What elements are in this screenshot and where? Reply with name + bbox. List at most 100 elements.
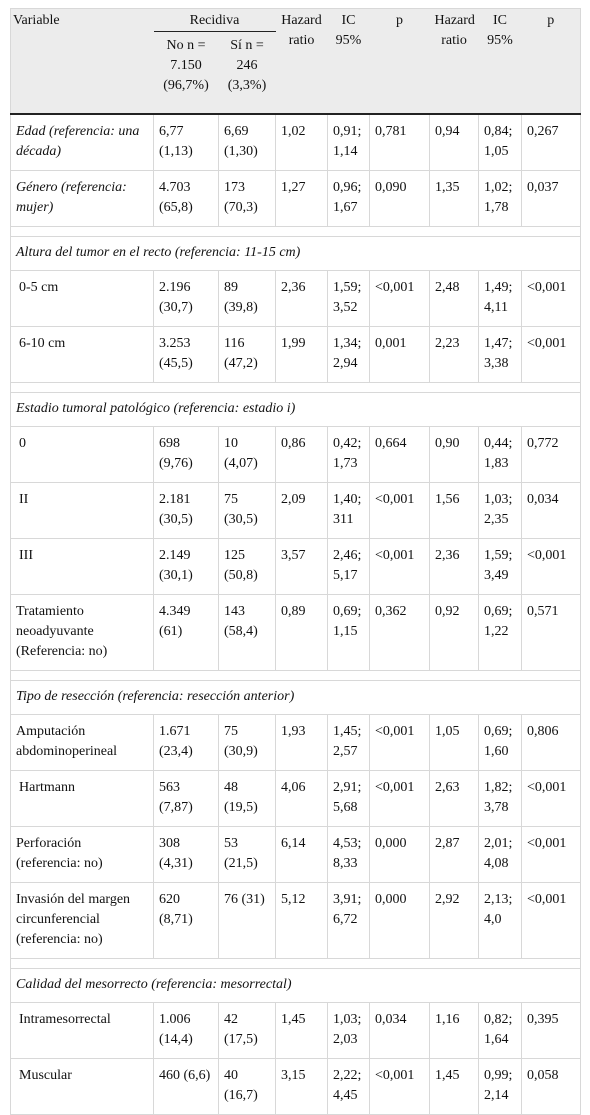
cell-si-count: 76 (31): [218, 882, 277, 959]
header-p-1: p: [369, 8, 430, 115]
table-row: Género (referencia: mujer) 4.703 (65,8) 17…: [10, 170, 581, 227]
section-header-row: Estadio tumoral patológico (referencia: …: [10, 392, 581, 427]
cell-p-value-2: 0,772: [521, 426, 581, 483]
table-row: 0 698 (9,76) 10 (4,07) 0,86 0,42; 1,73 0,664 0…: [10, 426, 581, 483]
cell-p-value-2: 0,806: [521, 714, 581, 771]
table-row: Edad (referencia: una década) 6,77 (1,13)…: [10, 113, 581, 171]
cell-si-count: 48 (19,5): [218, 770, 277, 827]
cell-hazard-ratio-1: 2,09: [275, 482, 329, 539]
cell-variable: 6-10 cm: [10, 326, 154, 383]
table-row: Hartmann 563 (7,87) 48 (19,5) 4,06 2,91; 5,6…: [10, 770, 581, 827]
header-variable: Variable: [10, 8, 154, 115]
cell-ic95-2: 0,82; 1,64: [478, 1002, 523, 1059]
cell-ic95-1: 1,03; 2,03: [327, 1002, 371, 1059]
cell-ic95-2: 2,13; 4,0: [478, 882, 523, 959]
cell-ic95-2: 0,69; 1,22: [478, 594, 523, 671]
cell-no-count: 1.006 (14,4): [153, 1002, 219, 1059]
section-header-row: Tipo de resección (referencia: resección…: [10, 680, 581, 715]
cell-p-value-2: 0,037: [521, 170, 581, 227]
cell-si-count: 116 (47,2): [218, 326, 277, 383]
cell-si-count: 40 (16,7): [218, 1058, 277, 1115]
cell-ic95-1: 0,96; 1,67: [327, 170, 371, 227]
cell-no-count: 4.703 (65,8): [153, 170, 219, 227]
cell-hazard-ratio-2: 1,05: [429, 714, 480, 771]
cell-p-value-1: 0,090: [369, 170, 431, 227]
cell-ic95-1: 2,46; 5,17: [327, 538, 371, 595]
cell-p-value-1: 0,000: [369, 882, 431, 959]
table-body: Edad (referencia: una década) 6,77 (1,13)…: [10, 113, 581, 1115]
cell-no-count: 2.181 (30,5): [153, 482, 219, 539]
section-header-row: Altura del tumor en el recto (referencia…: [10, 236, 581, 271]
cell-hazard-ratio-2: 0,94: [429, 113, 480, 171]
header-no-group: No n = 7.150 (96,7%): [153, 31, 219, 115]
cell-hazard-ratio-1: 5,12: [275, 882, 329, 959]
cell-p-value-1: 0,362: [369, 594, 431, 671]
table-row: 0-5 cm 2.196 (30,7) 89 (39,8) 2,36 1,59; 3,5…: [10, 270, 581, 327]
section-title: Tipo de resección (referencia: resección…: [10, 680, 581, 715]
cell-p-value-2: <0,001: [521, 270, 581, 327]
cell-no-count: 2.149 (30,1): [153, 538, 219, 595]
cell-si-count: 53 (21,5): [218, 826, 277, 883]
header-recidiva: Recidiva: [153, 8, 276, 32]
cell-no-count: 563 (7,87): [153, 770, 219, 827]
header-ic95-1: IC 95%: [327, 8, 370, 115]
cell-hazard-ratio-1: 1,99: [275, 326, 329, 383]
table-row: III 2.149 (30,1) 125 (50,8) 3,57 2,46; 5,17 <…: [10, 538, 581, 595]
cell-p-value-1: 0,664: [369, 426, 431, 483]
cell-ic95-1: 1,34; 2,94: [327, 326, 371, 383]
cell-variable: 0: [10, 426, 154, 483]
cell-p-value-1: <0,001: [369, 714, 431, 771]
cell-hazard-ratio-2: 2,92: [429, 882, 480, 959]
header-hazard-ratio-1: Hazard ratio: [275, 8, 328, 115]
cell-ic95-2: 0,69; 1,60: [478, 714, 523, 771]
table-row: II 2.181 (30,5) 75 (30,5) 2,09 1,40; 311 <0,0…: [10, 482, 581, 539]
header-p-2: p: [521, 8, 581, 115]
cell-hazard-ratio-1: 1,45: [275, 1002, 329, 1059]
cell-no-count: 4.349 (61): [153, 594, 219, 671]
cell-hazard-ratio-2: 2,87: [429, 826, 480, 883]
cell-no-count: 308 (4,31): [153, 826, 219, 883]
cell-hazard-ratio-1: 1,02: [275, 113, 329, 171]
cell-si-count: 6,69 (1,30): [218, 113, 277, 171]
cell-ic95-2: 0,44; 1,83: [478, 426, 523, 483]
cell-p-value-1: <0,001: [369, 270, 431, 327]
cell-si-count: 89 (39,8): [218, 270, 277, 327]
cell-variable: Tratamiento neoadyuvante (Referencia: no…: [10, 594, 154, 671]
spacer-row: [10, 958, 581, 969]
spacer-cell: [10, 226, 581, 237]
section-title: Calidad del mesorrecto (referencia: meso…: [10, 968, 581, 1003]
cell-hazard-ratio-2: 0,92: [429, 594, 480, 671]
cell-p-value-1: 0,001: [369, 326, 431, 383]
cell-si-count: 10 (4,07): [218, 426, 277, 483]
cell-ic95-1: 0,42; 1,73: [327, 426, 371, 483]
cell-no-count: 6,77 (1,13): [153, 113, 219, 171]
cell-ic95-1: 1,40; 311: [327, 482, 371, 539]
cell-hazard-ratio-1: 3,15: [275, 1058, 329, 1115]
table-row: Amputación abdominoperineal 1.671 (23,4) 7…: [10, 714, 581, 771]
cell-ic95-2: 1,03; 2,35: [478, 482, 523, 539]
header-ic95-2: IC 95%: [478, 8, 522, 115]
cell-si-count: 125 (50,8): [218, 538, 277, 595]
cell-variable: Perforación (referencia: no): [10, 826, 154, 883]
cell-p-value-1: 0,781: [369, 113, 431, 171]
cell-hazard-ratio-2: 1,35: [429, 170, 480, 227]
spacer-cell: [10, 382, 581, 393]
header-hazard-ratio-2: Hazard ratio: [429, 8, 479, 115]
table-row: Muscular 460 (6,6) 40 (16,7) 3,15 2,22; 4,45…: [10, 1058, 581, 1115]
table-row: Tratamiento neoadyuvante (Referencia: no…: [10, 594, 581, 671]
cell-ic95-2: 0,99; 2,14: [478, 1058, 523, 1115]
cell-ic95-1: 2,22; 4,45: [327, 1058, 371, 1115]
cell-no-count: 3.253 (45,5): [153, 326, 219, 383]
cell-si-count: 143 (58,4): [218, 594, 277, 671]
cell-hazard-ratio-2: 1,56: [429, 482, 480, 539]
cell-p-value-2: <0,001: [521, 326, 581, 383]
cell-p-value-1: <0,001: [369, 482, 431, 539]
spacer-cell: [10, 670, 581, 681]
cell-p-value-2: 0,571: [521, 594, 581, 671]
section-title: Estadio tumoral patológico (referencia: …: [10, 392, 581, 427]
cell-hazard-ratio-2: 2,63: [429, 770, 480, 827]
cell-hazard-ratio-1: 4,06: [275, 770, 329, 827]
cell-si-count: 75 (30,9): [218, 714, 277, 771]
section-header-row: Calidad del mesorrecto (referencia: meso…: [10, 968, 581, 1003]
cell-hazard-ratio-1: 1,93: [275, 714, 329, 771]
